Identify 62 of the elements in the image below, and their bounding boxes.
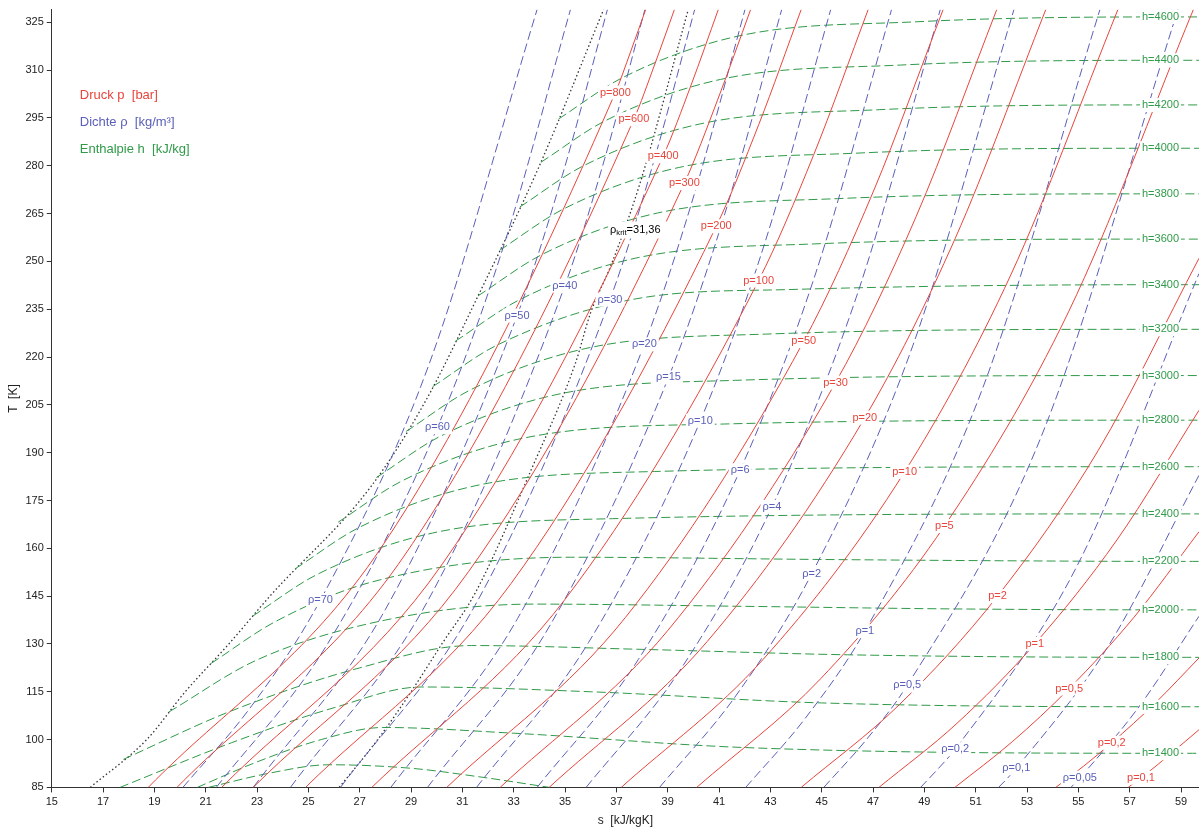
- x-tick-label: 57: [1123, 795, 1136, 808]
- series-label: p=0,2: [1097, 735, 1126, 748]
- y-tick-label: 160: [25, 541, 44, 554]
- x-tick-label: 19: [148, 795, 161, 808]
- y-tick-label: 145: [25, 589, 44, 602]
- series-label: p=200: [700, 219, 732, 232]
- x-tick-label: 15: [45, 795, 58, 808]
- series-label: p=5: [935, 519, 954, 532]
- x-tick-label: 43: [764, 795, 777, 808]
- annotation: Enthalpie h [kJ/kg]: [79, 141, 190, 157]
- line-series: [196, 726, 1199, 788]
- x-tick-label: 21: [199, 795, 212, 808]
- y-axis-title: T [K]: [5, 384, 20, 413]
- x-tick-label: 49: [918, 795, 931, 808]
- x-tick-label: 59: [1174, 795, 1188, 808]
- series-label: h=4000: [1141, 141, 1180, 154]
- y-tick-label: 205: [25, 397, 44, 410]
- y-tick-label: 235: [25, 302, 44, 315]
- x-tick-label: 29: [404, 795, 418, 808]
- y-tick-label: 310: [25, 63, 44, 76]
- x-tick-label: 53: [1020, 795, 1034, 808]
- y-tick-label: 175: [25, 493, 44, 506]
- series-label: p=0,1: [1127, 770, 1155, 783]
- x-axis-title: s [kJ/kgK]: [597, 813, 654, 828]
- series-label: p=2: [988, 589, 1007, 602]
- series-label: ρ=0,1: [1002, 761, 1031, 774]
- x-tick-label: 31: [456, 795, 469, 808]
- line-series: [427, 9, 783, 788]
- y-tick-label: 115: [26, 684, 44, 697]
- x-tick-label: 35: [558, 795, 572, 808]
- y-tick-label: 220: [25, 350, 44, 363]
- y-tick-label: 85: [31, 780, 44, 793]
- annotation: Dichte ρ [kg/m³]: [79, 114, 175, 130]
- y-tick-label: 130: [25, 636, 44, 649]
- y-tick-label: 100: [25, 732, 44, 745]
- x-tick-label: 25: [302, 795, 315, 808]
- x-tick-label: 51: [969, 795, 982, 808]
- x-tick-label: 23: [250, 795, 264, 808]
- series-label: p=300: [668, 176, 700, 189]
- line-series: [548, 9, 1047, 788]
- y-tick-label: 280: [25, 158, 44, 171]
- x-tick-label: 33: [507, 795, 520, 808]
- y-tick-label: 250: [25, 254, 44, 267]
- y-tick-label: 295: [25, 111, 44, 124]
- x-tick-label: 17: [96, 795, 110, 808]
- y-tick-label: 265: [25, 206, 44, 219]
- x-tick-label: 41: [712, 795, 726, 808]
- x-tick-label: 39: [661, 795, 674, 808]
- line-series: [536, 9, 893, 788]
- x-tick-label: 47: [866, 795, 880, 808]
- series-label: ρ=2: [802, 566, 822, 579]
- y-tick-label: 325: [25, 15, 44, 28]
- x-tick-label: 55: [1072, 795, 1085, 808]
- line-series: [920, 273, 1199, 788]
- line-series: [878, 409, 1199, 788]
- series-label: ρ=0,5: [893, 678, 922, 691]
- x-tick-label: 37: [610, 795, 623, 808]
- x-tick-label: 27: [353, 795, 366, 808]
- x-tick-label: 45: [815, 795, 828, 808]
- line-series: [207, 764, 551, 788]
- annotation: Druck p [bar]: [79, 87, 158, 103]
- y-tick-label: 190: [25, 445, 44, 458]
